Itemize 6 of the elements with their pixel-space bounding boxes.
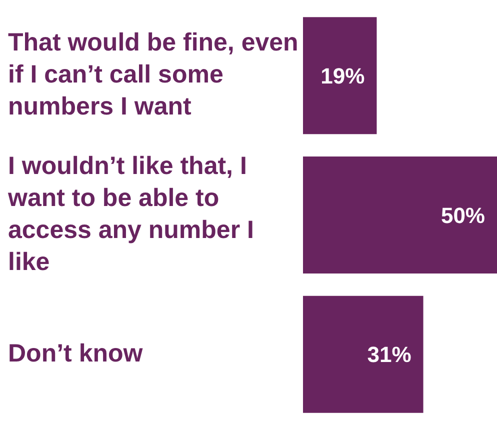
data-label: 50% xyxy=(440,202,485,228)
data-label: 31% xyxy=(367,342,412,368)
y-tick-label: Don’t know xyxy=(8,338,144,367)
y-tick-label: That would be fine, even if I can’t call some numbers I want xyxy=(8,28,298,120)
data-label: 19% xyxy=(320,63,365,88)
y-tick-label: I wouldn’t like that, I want to be able to access any number I like xyxy=(7,152,254,276)
